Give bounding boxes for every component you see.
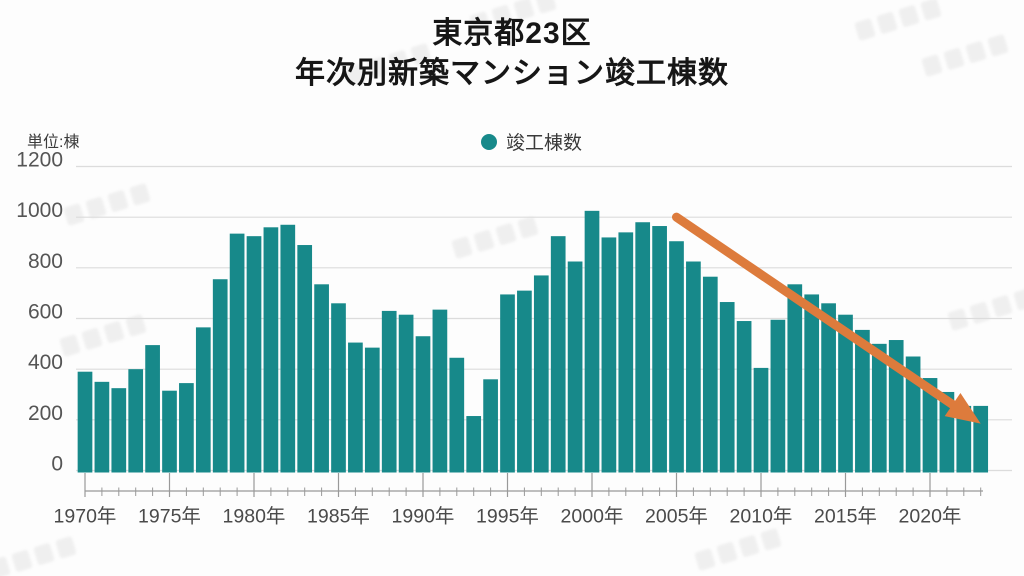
bar-2020 [922, 378, 938, 473]
chart-title: 東京都23区 年次別新築マンション竣工棟数 [0, 14, 1024, 94]
y-tick-label: 200 [28, 402, 63, 425]
bar-2003 [635, 222, 651, 473]
bar-2016 [855, 329, 870, 473]
bar-2002 [618, 232, 634, 473]
x-tick-label: 1990年 [392, 506, 455, 528]
bar-1999 [567, 261, 583, 473]
bar-2000 [584, 210, 600, 473]
bar-1976 [179, 383, 194, 473]
bar-1991 [432, 309, 448, 473]
x-tick-label: 1975年 [138, 506, 201, 528]
bar-2022 [956, 405, 972, 473]
bar-2010 [753, 367, 769, 473]
bar-2013 [804, 294, 820, 473]
bar-1970 [77, 371, 93, 473]
bar-2008 [719, 302, 735, 473]
bar-1975 [162, 390, 177, 473]
x-tick-label: 2000年 [561, 506, 624, 528]
x-tick-label: 2020年 [899, 506, 962, 528]
bar-2006 [686, 261, 701, 473]
bar-1992 [449, 357, 465, 473]
trend-arrow [672, 212, 961, 412]
bar-1985 [331, 303, 346, 473]
bar-1972 [111, 388, 127, 473]
bar-1971 [94, 381, 110, 473]
legend-marker-icon [481, 133, 497, 150]
x-tick-label: 2010年 [730, 506, 793, 528]
bar-2017 [871, 343, 887, 473]
bar-1983 [297, 245, 313, 473]
bar-1979 [229, 233, 245, 473]
y-tick-label: 600 [28, 301, 63, 324]
x-tick-label: 1970年 [54, 506, 117, 528]
bar-1977 [195, 327, 211, 473]
bar-1974 [145, 345, 160, 473]
x-tick-label: 1985年 [307, 506, 370, 528]
y-tick-label: 1200 [16, 149, 63, 172]
bar-1995 [500, 294, 515, 473]
bar-2005 [669, 241, 684, 473]
bar-1980 [246, 236, 262, 473]
trend-arrow-head [944, 392, 981, 424]
y-tick-label: 800 [28, 250, 63, 273]
bar-1973 [128, 369, 144, 473]
unit-label: 単位:棟 [27, 134, 80, 151]
bar-1994 [483, 379, 498, 473]
bar-2009 [736, 321, 752, 473]
chart-title-line1: 東京都23区 [432, 17, 592, 50]
bar-1998 [550, 236, 566, 473]
bar-2004 [652, 226, 667, 473]
x-tick-label: 1995年 [476, 506, 539, 528]
legend: 竣工棟数 [481, 128, 582, 155]
bar-2007 [702, 276, 718, 473]
x-tick-label: 2015年 [814, 506, 877, 528]
bar-1987 [364, 347, 380, 473]
bar-2012 [787, 284, 803, 473]
y-tick-label: 0 [51, 453, 63, 476]
bar-1993 [466, 416, 482, 473]
y-tick-label: 1000 [16, 199, 63, 222]
chart-title-line2: 年次別新築マンション竣工棟数 [295, 57, 729, 90]
bar-2011 [770, 319, 786, 473]
x-tick-label: 1980年 [223, 506, 286, 528]
x-tick-label: 2005年 [645, 506, 708, 528]
bar-2001 [601, 237, 617, 473]
legend-label: 竣工棟数 [506, 133, 583, 154]
bar-2014 [821, 303, 836, 473]
y-tick-label: 400 [28, 351, 63, 374]
bar-1989 [398, 314, 414, 473]
bar-1986 [348, 342, 363, 473]
bar-1990 [415, 336, 431, 473]
bar-1981 [263, 227, 279, 473]
bar-1978 [212, 279, 228, 473]
bar-1996 [517, 290, 532, 473]
bar-2015 [838, 314, 853, 473]
bar-1984 [314, 284, 329, 473]
bar-1982 [280, 224, 296, 473]
bar-1997 [533, 275, 549, 473]
bar-1988 [381, 310, 397, 473]
